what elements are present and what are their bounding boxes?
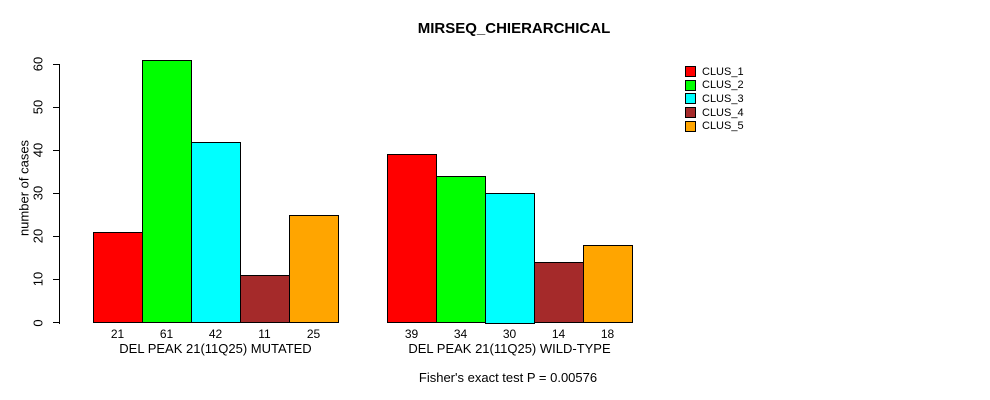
group-label: DEL PEAK 21(11Q25) MUTATED <box>119 341 312 356</box>
legend-item: CLUS_1 <box>685 65 744 78</box>
y-tick-label: 20 <box>30 229 46 244</box>
bar-value-label: 30 <box>502 327 517 341</box>
bar <box>387 154 437 324</box>
y-tick-label: 60 <box>30 56 46 72</box>
legend-label: CLUS_2 <box>702 79 744 92</box>
bar-value-label: 61 <box>159 327 174 341</box>
bar-value-label: 34 <box>453 327 468 341</box>
y-tick <box>53 149 59 151</box>
legend-item: CLUS_4 <box>685 106 744 119</box>
bar <box>142 59 192 324</box>
y-tick <box>53 106 59 108</box>
fisher-test-annotation: Fisher's exact test P = 0.00576 <box>418 370 598 385</box>
y-tick <box>53 235 59 237</box>
bar-value-label: 25 <box>306 327 321 341</box>
legend-item: CLUS_5 <box>685 120 744 133</box>
bar-value-label: 18 <box>600 327 615 341</box>
bar <box>485 193 535 324</box>
legend-swatch <box>685 120 696 132</box>
legend-swatch <box>685 79 696 91</box>
legend-label: CLUS_3 <box>702 92 744 105</box>
chart-title: MIRSEQ_CHIERARCHICAL <box>417 20 611 37</box>
legend-label: CLUS_4 <box>702 106 744 119</box>
group-label: DEL PEAK 21(11Q25) WILD-TYPE <box>408 341 611 356</box>
bar <box>240 275 290 324</box>
bar <box>191 141 241 324</box>
y-tick-label: 40 <box>30 142 46 158</box>
legend-item: CLUS_3 <box>685 92 744 105</box>
y-tick <box>53 192 59 194</box>
y-tick-label: 50 <box>30 99 46 115</box>
y-tick <box>53 278 59 280</box>
y-tick <box>53 322 59 323</box>
bar-value-label: 14 <box>551 327 566 341</box>
y-tick-label: 10 <box>30 272 46 287</box>
bar-value-label: 11 <box>258 327 271 341</box>
legend-swatch <box>685 107 696 119</box>
y-axis-line <box>59 64 60 324</box>
bar <box>289 214 339 324</box>
bar <box>534 262 584 324</box>
bar-value-label: 21 <box>110 327 125 341</box>
y-tick-label: 0 <box>30 318 46 327</box>
y-tick <box>53 63 59 65</box>
legend-swatch <box>685 93 696 105</box>
legend-item: CLUS_2 <box>685 79 744 92</box>
legend-label: CLUS_1 <box>702 65 744 78</box>
bar <box>583 244 633 324</box>
y-tick-label: 30 <box>30 186 46 201</box>
legend-label: CLUS_5 <box>702 120 744 133</box>
legend-swatch <box>685 66 696 77</box>
bar-value-label: 39 <box>404 327 419 341</box>
bar <box>436 176 486 324</box>
bar-value-label: 42 <box>208 327 223 341</box>
bar <box>93 232 143 324</box>
